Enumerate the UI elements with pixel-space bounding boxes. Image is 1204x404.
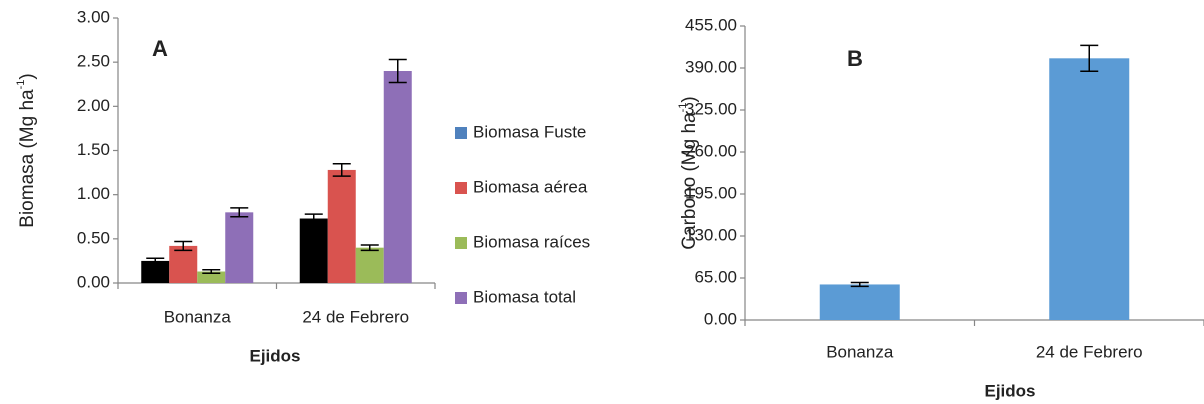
y-tick-label: 195.00 (685, 183, 737, 202)
y-label-text: Biomasa (Mg ha (17, 89, 38, 228)
legend-swatch (455, 182, 467, 194)
bar (1049, 58, 1130, 321)
bar (355, 247, 384, 283)
y-label-end: ) (17, 73, 38, 79)
legend-label: Biomasa Fuste (473, 122, 586, 141)
legend-label: Biomasa total (473, 287, 576, 306)
y-tick-label: 65.00 (694, 267, 737, 286)
y-axis-label: Biomasa (Mg ha-1) (15, 73, 38, 227)
chart-title: B (847, 46, 863, 71)
y-tick-label: 260.00 (685, 141, 737, 160)
error-bar (146, 257, 165, 265)
error-bar (388, 58, 407, 84)
legend-label: Biomasa raíces (473, 232, 590, 251)
y-tick-label: 1.50 (77, 140, 110, 159)
error-bar (332, 163, 351, 177)
x-axis-label: Ejidos (249, 346, 300, 365)
bar (383, 71, 412, 283)
error-bar (304, 213, 323, 224)
legend-swatch (455, 292, 467, 304)
bar (327, 169, 356, 283)
bar (225, 212, 254, 283)
x-tick-label: Bonanza (164, 307, 232, 326)
x-axis-label: Ejidos (984, 381, 1035, 400)
legend-swatch (455, 237, 467, 249)
y-tick-label: 1.00 (77, 184, 110, 203)
y-tick-label: 3.00 (77, 7, 110, 26)
y-label-sup: -1 (677, 103, 689, 113)
y-tick-label: 455.00 (685, 15, 737, 34)
legend-label: Biomasa aérea (473, 177, 588, 196)
y-tick-label: 0.50 (77, 228, 110, 247)
x-tick-label: 24 de Febrero (1036, 342, 1143, 361)
y-tick-label: 325.00 (685, 99, 737, 118)
error-bar (202, 269, 221, 275)
error-bar (174, 240, 193, 252)
chart-title: A (152, 36, 168, 61)
y-label-sup: -1 (15, 80, 27, 90)
bar (141, 260, 170, 283)
y-tick-label: 0.00 (704, 309, 737, 328)
error-bar (1080, 44, 1099, 72)
y-axis-label: Carbono (Mg ha-1) (677, 96, 700, 249)
bar (197, 271, 226, 283)
x-tick-label: 24 de Febrero (302, 307, 409, 326)
y-label-text: Carbono (Mg ha (679, 112, 700, 250)
legend-swatch (455, 127, 467, 139)
bar (819, 284, 900, 320)
error-bar (360, 244, 379, 252)
y-tick-label: 2.50 (77, 52, 110, 71)
y-tick-label: 2.00 (77, 96, 110, 115)
y-tick-label: 0.00 (77, 272, 110, 291)
y-tick-label: 390.00 (685, 57, 737, 76)
bar (169, 245, 198, 283)
error-bar (850, 281, 869, 288)
y-tick-label: 130.00 (685, 225, 737, 244)
bar (299, 218, 328, 283)
error-bar (230, 207, 249, 218)
x-tick-label: Bonanza (826, 342, 894, 361)
y-label-end: ) (679, 96, 700, 102)
